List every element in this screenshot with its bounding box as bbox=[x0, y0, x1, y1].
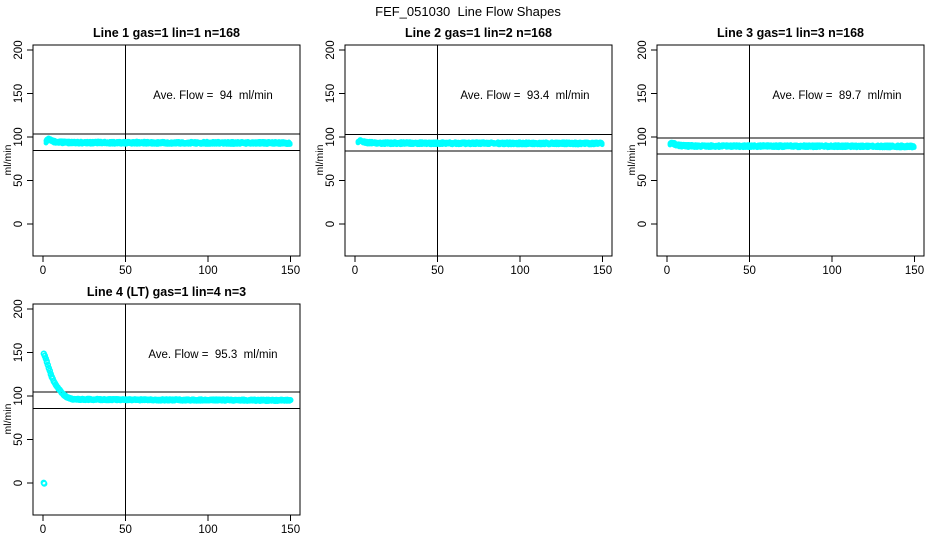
flow-point bbox=[599, 141, 605, 147]
y-tick-label: 0 bbox=[325, 221, 337, 227]
y-axis-label: ml/min bbox=[2, 403, 14, 434]
flow-point bbox=[911, 145, 917, 150]
x-tick-label: 150 bbox=[905, 265, 924, 277]
ave-flow-annotation: Ave. Flow = 94 ml/min bbox=[153, 90, 273, 102]
plot-title: Line 1 gas=1 lin=1 n=168 bbox=[93, 26, 240, 40]
y-tick-label: 150 bbox=[13, 84, 25, 103]
ave-flow-annotation: Ave. Flow = 93.4 ml/min bbox=[460, 90, 589, 102]
flow-point bbox=[44, 361, 51, 369]
y-tick-label: 100 bbox=[325, 127, 337, 146]
plot-labels: Line 3 gas=1 lin=3 n=168 0 50 100 150 0 50 100 1… bbox=[626, 26, 924, 277]
plot-line-3: Line 3 gas=1 lin=3 n=168 0 50 100 150 0 50 100 1… bbox=[626, 26, 925, 277]
x-tick-label: 100 bbox=[198, 265, 217, 277]
plot-line-1: Line 1 gas=1 lin=1 n=168 0 50 100 150 0 50 100 1… bbox=[2, 26, 301, 277]
axes bbox=[27, 44, 301, 262]
axes bbox=[27, 303, 301, 521]
ave-flow-annotation: Ave. Flow = 95.3 ml/min bbox=[148, 349, 277, 361]
x-tick-label: 150 bbox=[593, 265, 612, 277]
y-tick-label: 200 bbox=[637, 40, 649, 59]
axes bbox=[339, 44, 613, 262]
x-tick-label: 100 bbox=[198, 524, 217, 536]
plot-title: Line 2 gas=1 lin=2 n=168 bbox=[405, 26, 552, 40]
y-tick-label: 50 bbox=[13, 433, 25, 446]
x-tick-label: 100 bbox=[822, 265, 841, 277]
y-tick-label: 50 bbox=[325, 174, 337, 187]
y-axis-label: ml/min bbox=[626, 144, 638, 175]
x-tick-label: 150 bbox=[281, 524, 300, 536]
data-points bbox=[40, 350, 294, 487]
y-tick-label: 100 bbox=[13, 127, 25, 146]
x-tick-label: 50 bbox=[431, 265, 444, 277]
flow-point bbox=[41, 352, 48, 359]
y-axis-label: ml/min bbox=[2, 144, 14, 175]
y-tick-label: 0 bbox=[637, 221, 649, 227]
x-tick-label: 100 bbox=[510, 265, 529, 277]
plot-box bbox=[656, 44, 925, 257]
y-tick-label: 0 bbox=[13, 221, 25, 227]
axes bbox=[651, 44, 925, 262]
plot-title: Line 3 gas=1 lin=3 n=168 bbox=[717, 26, 864, 40]
y-tick-label: 150 bbox=[637, 84, 649, 103]
plot-box bbox=[32, 303, 301, 516]
x-tick-label: 0 bbox=[664, 265, 670, 277]
x-tick-label: 0 bbox=[352, 265, 358, 277]
y-axis-label: ml/min bbox=[314, 144, 326, 175]
data-points bbox=[667, 139, 917, 151]
y-tick-label: 200 bbox=[13, 40, 25, 59]
x-tick-label: 0 bbox=[40, 524, 46, 536]
plot-labels: Line 2 gas=1 lin=2 n=168 0 50 100 150 0 50 100 1… bbox=[314, 26, 612, 277]
x-tick-label: 150 bbox=[281, 265, 300, 277]
y-tick-label: 200 bbox=[13, 299, 25, 318]
x-tick-label: 0 bbox=[40, 265, 46, 277]
plot-labels: Line 4 (LT) gas=1 lin=4 n=3 0 50 100 150 0 50 1… bbox=[2, 285, 300, 536]
y-tick-label: 200 bbox=[325, 40, 337, 59]
plot-line-4-lt: Line 4 (LT) gas=1 lin=4 n=3 0 50 100 150 0 50 1… bbox=[2, 285, 301, 536]
plot-labels: Line 1 gas=1 lin=1 n=168 0 50 100 150 0 50 100 1… bbox=[2, 26, 300, 277]
outlier-point bbox=[41, 480, 48, 487]
x-tick-label: 50 bbox=[743, 265, 756, 277]
x-tick-label: 50 bbox=[119, 524, 132, 536]
figure-title: FEF_051030 Line Flow Shapes bbox=[375, 4, 561, 19]
data-points bbox=[43, 135, 293, 147]
plot-title: Line 4 (LT) gas=1 lin=4 n=3 bbox=[87, 285, 246, 299]
flow-point bbox=[46, 367, 53, 375]
plot-line-2: Line 2 gas=1 lin=2 n=168 0 50 100 150 0 50 100 1… bbox=[314, 26, 613, 277]
y-tick-label: 50 bbox=[637, 174, 649, 187]
y-tick-label: 150 bbox=[325, 84, 337, 103]
y-tick-label: 0 bbox=[13, 480, 25, 486]
y-tick-label: 100 bbox=[637, 127, 649, 146]
flow-point bbox=[287, 396, 294, 404]
ave-flow-annotation: Ave. Flow = 89.7 ml/min bbox=[772, 90, 901, 102]
flow-point bbox=[287, 141, 293, 147]
data-points bbox=[355, 137, 605, 148]
y-tick-label: 100 bbox=[13, 386, 25, 405]
y-tick-label: 50 bbox=[13, 174, 25, 187]
y-tick-label: 150 bbox=[13, 343, 25, 362]
x-tick-label: 50 bbox=[119, 265, 132, 277]
